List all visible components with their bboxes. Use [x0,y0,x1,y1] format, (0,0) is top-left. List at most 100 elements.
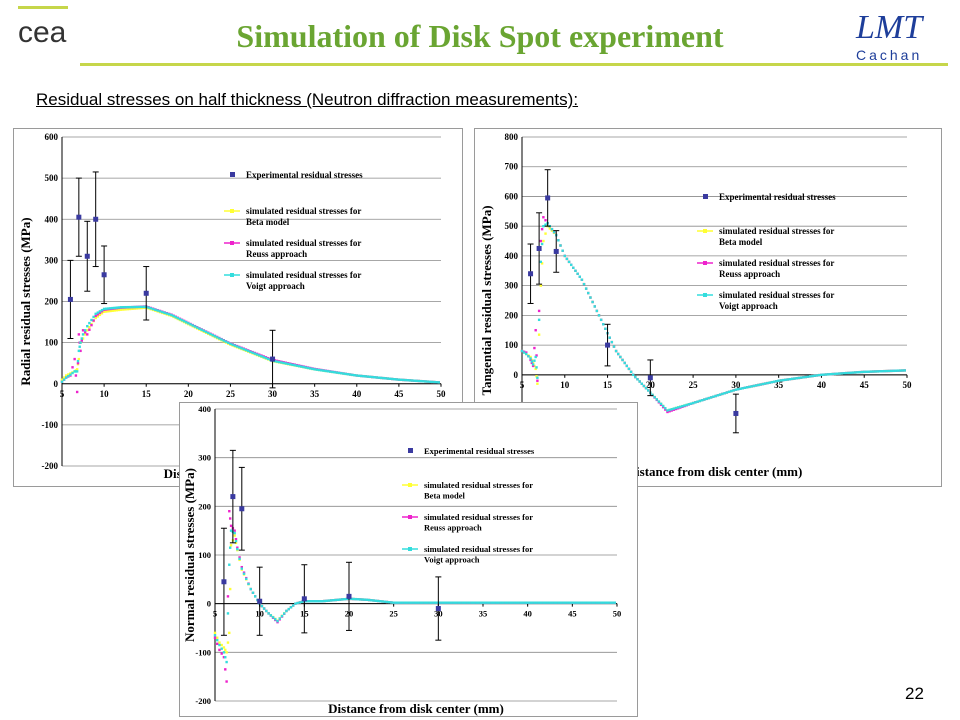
x-tick-label: 40 [817,380,827,390]
reuss-series-point [229,524,233,527]
voigt-series-point [578,275,581,278]
voigt-series-point [377,376,381,379]
beta-series-point [96,315,99,318]
voigt-series-point [278,360,281,364]
voigt-series-point [78,345,81,348]
voigt-series-point [676,406,680,409]
beta-series-point [548,227,552,230]
voigt-series-point [324,369,327,373]
voigt-series-point [455,601,458,604]
reuss-series-point [533,346,536,350]
voigt-series-point [770,380,774,384]
voigt-series-point [265,609,268,613]
voigt-series-point [209,332,212,336]
voigt-series-point [403,601,407,604]
voigt-series-point [610,340,614,344]
voigt-series-point [350,597,353,601]
reuss-series-point [225,680,228,683]
experimental-point [143,290,149,296]
voigt-series-point [725,391,729,394]
reuss-series-point [218,648,221,652]
voigt-series-point [612,345,616,348]
beta-series-point [124,308,127,311]
voigt-series-point [399,601,402,604]
voigt-series-point [311,367,314,371]
beta-series-point [128,307,132,311]
voigt-series-point [670,408,673,411]
experimental-point [239,506,245,512]
voigt-series-point [401,601,404,604]
voigt-series-point [224,340,228,343]
legend-marker-beta [408,483,412,487]
voigt-series-point [826,373,830,376]
voigt-series-point [739,387,742,390]
voigt-series-point [591,601,594,604]
voigt-series-point [410,379,414,382]
beta-series-point [540,262,544,265]
voigt-series-point [903,369,906,372]
voigt-series-point [851,371,855,374]
x-tick-label: 35 [310,389,320,399]
voigt-series-point [193,325,197,328]
voigt-series-point [892,369,895,373]
voigt-series-point [674,406,678,410]
x-tick-label: 15 [142,389,152,399]
voigt-series-point [589,296,592,299]
voigt-series-point [820,373,823,377]
legend-marker-voigt [703,293,707,297]
voigt-series-point [617,352,620,356]
voigt-series-point [766,381,769,385]
voigt-series-point [234,539,238,543]
voigt-series-point [151,307,155,311]
voigt-series-point [185,321,188,324]
voigt-series-point [353,374,356,377]
beta-series-point [529,355,532,359]
legend-label: Beta model [246,217,290,227]
voigt-series-point [784,378,787,382]
voigt-series-point [575,601,578,604]
reuss-series-point [76,361,80,365]
legend-marker-reuss [703,261,707,265]
beta-series-point [228,587,232,591]
voigt-series-point [779,379,783,382]
voigt-series-point [345,597,348,601]
reuss-series-point [525,351,528,354]
voigt-series-point [522,601,525,604]
voigt-series-point [300,600,304,604]
voigt-series-point [878,370,882,373]
voigt-series-point [522,351,526,354]
voigt-series-point [340,372,343,375]
voigt-series-point [367,598,371,602]
experimental-point [733,410,739,416]
voigt-series-point [213,634,217,637]
voigt-series-point [683,404,686,407]
beta-series-point [539,284,543,287]
voigt-series-point [207,331,210,335]
voigt-series-point [600,601,603,604]
voigt-series-point [815,374,819,377]
voigt-series-point [278,617,281,620]
voigt-series-point [813,374,816,377]
voigt-series-point [404,378,407,382]
voigt-series-point [282,361,285,365]
voigt-series-point [258,354,261,357]
voigt-series-point [233,344,237,347]
experimental-point [230,494,236,500]
legend-label: simulated residual stresses for [246,206,361,216]
y-tick-label: 600 [45,132,59,142]
voigt-series-point [67,374,70,378]
voigt-series-point [335,371,339,374]
voigt-series-point [533,359,536,362]
voigt-series-point [553,601,556,604]
voigt-series-point [519,601,523,604]
voigt-series-point [858,370,861,374]
x-tick-label: 45 [860,380,870,390]
voigt-series-point [490,601,494,604]
voigt-series-point [634,375,637,379]
voigt-series-point [364,375,367,378]
voigt-series-point [75,370,79,373]
voigt-series-point [222,339,225,342]
voigt-series-point [312,600,315,603]
voigt-series-point [524,601,527,604]
x-tick-label: 45 [394,389,404,399]
